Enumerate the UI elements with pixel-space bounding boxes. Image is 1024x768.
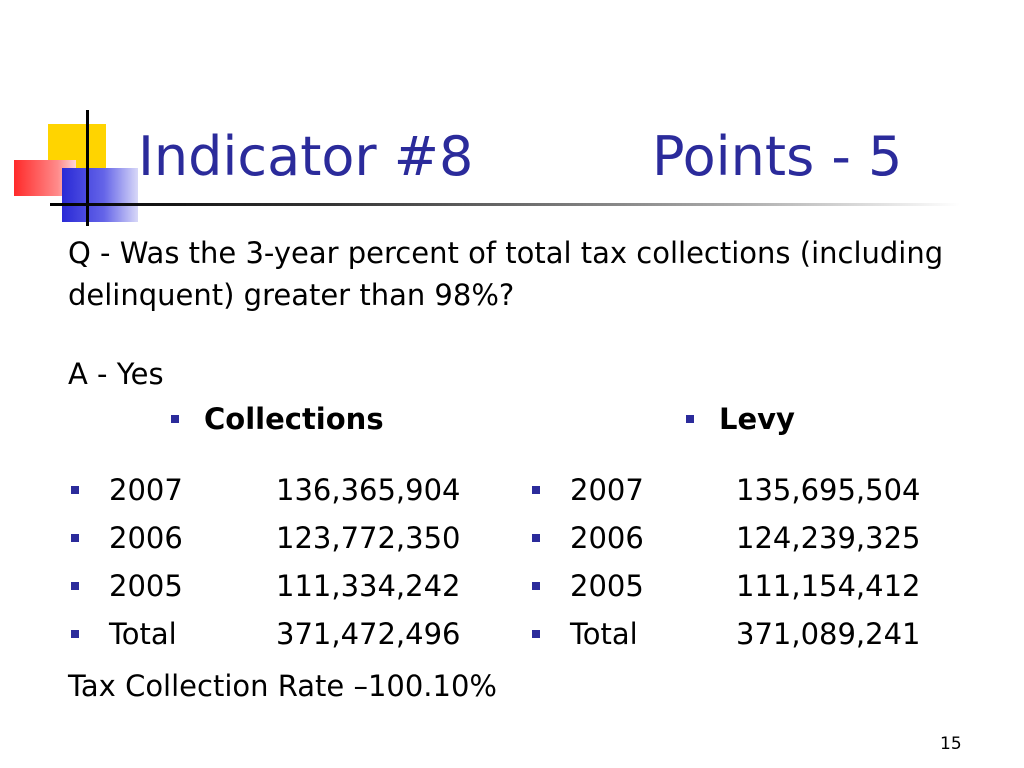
collections-row-value: 371,472,496 (276, 617, 461, 651)
levy-row-label: 2005 (570, 569, 644, 603)
levy-header-label: Levy (719, 402, 795, 436)
collections-row-label: 2005 (109, 569, 183, 603)
levy-row-value: 111,154,412 (736, 569, 921, 603)
tax-collection-rate: Tax Collection Rate –100.10% (68, 669, 497, 703)
collections-row: 2005 111,334,242 (71, 566, 461, 606)
levy-row: 2007 135,695,504 (532, 470, 921, 510)
bullet-icon (71, 630, 79, 638)
collections-row-label: 2006 (109, 521, 183, 555)
collections-header: Collections (171, 399, 384, 439)
bullet-icon (71, 534, 79, 542)
bullet-icon (71, 486, 79, 494)
bullet-icon (532, 486, 540, 494)
bullet-icon (532, 630, 540, 638)
levy-row-label: Total (570, 617, 638, 651)
answer-text: A - Yes (68, 357, 164, 391)
collections-row-value: 123,772,350 (276, 521, 461, 555)
slide-logo-decoration (0, 0, 150, 240)
levy-row-value: 124,239,325 (736, 521, 921, 555)
slide-title: Indicator #8 Points - 5 (138, 122, 998, 192)
levy-row-label: 2007 (570, 473, 644, 507)
title-indicator: Indicator #8 (138, 125, 474, 188)
levy-row-value: 371,089,241 (736, 617, 921, 651)
levy-row: 2006 124,239,325 (532, 518, 921, 558)
bullet-icon (686, 415, 694, 423)
collections-row-label: 2007 (109, 473, 183, 507)
bullet-icon (532, 534, 540, 542)
collections-row: 2007 136,365,904 (71, 470, 461, 510)
vertical-rule (86, 110, 89, 226)
collections-row-value: 111,334,242 (276, 569, 461, 603)
levy-header: Levy (686, 399, 795, 439)
bullet-icon (171, 415, 179, 423)
collections-row-value: 136,365,904 (276, 473, 461, 507)
blue-square (62, 168, 138, 222)
levy-row: Total 371,089,241 (532, 614, 921, 654)
title-underline (50, 203, 960, 206)
question-text: Q - Was the 3-year percent of total tax … (68, 236, 944, 312)
levy-row-value: 135,695,504 (736, 473, 921, 507)
page-number: 15 (940, 734, 962, 754)
collections-row: Total 371,472,496 (71, 614, 461, 654)
title-points: Points - 5 (652, 125, 903, 188)
collections-row: 2006 123,772,350 (71, 518, 461, 558)
bullet-icon (71, 582, 79, 590)
bullet-icon (532, 582, 540, 590)
levy-row-label: 2006 (570, 521, 644, 555)
collections-row-label: Total (109, 617, 177, 651)
levy-row: 2005 111,154,412 (532, 566, 921, 606)
collections-header-label: Collections (204, 402, 384, 436)
